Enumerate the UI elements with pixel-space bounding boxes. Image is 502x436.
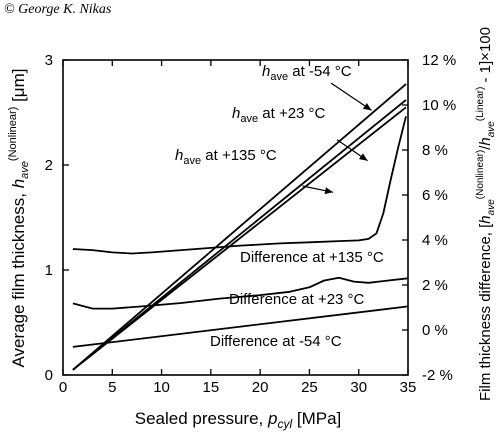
plot-frame (62, 59, 409, 376)
y-tick-label-right: 10 % (422, 97, 456, 114)
line-diff-plus135 (72, 116, 407, 255)
label-have-plus23: have at +23 °C (232, 105, 326, 125)
x-axis-label: Sealed pressure, pcyl [MPa] (135, 409, 342, 431)
y-tick-label-right: 2 % (422, 277, 448, 294)
annotation-arrow-head (362, 103, 372, 111)
line-have-plus135 (72, 106, 407, 371)
y-tick-label-right: 0 % (422, 322, 448, 339)
x-tick-label: 5 (108, 379, 116, 396)
y-tick-label-right: 8 % (422, 142, 448, 159)
annotation-arrow-head (324, 187, 334, 195)
line-have-minus54 (72, 83, 407, 371)
axes-group (62, 59, 409, 376)
y-tick-label-right: 4 % (422, 232, 448, 249)
label-have-minus54: have at -54 °C (262, 63, 352, 83)
y-axis-label-left: Average film thickness, have(Nonlinear) … (7, 69, 31, 368)
x-tick-label: 35 (400, 379, 417, 396)
x-tick-label: 25 (301, 379, 318, 396)
y-tick-label-left: 2 (45, 157, 53, 174)
series-group (72, 83, 409, 371)
annotations-group: have at -54 °C have at +23 °C have at +135… (175, 63, 384, 350)
y-tick-label-right: 12 % (422, 52, 456, 69)
y-tick-label-left: 3 (45, 52, 53, 69)
x-tick-label: 10 (153, 379, 170, 396)
x-tick-label: 15 (203, 379, 220, 396)
y-tick-label-right: -2 % (422, 367, 453, 384)
annotation-arrow-head (359, 153, 368, 161)
label-have-plus135: have at +135 °C (175, 147, 277, 167)
y-axis-label-right: Film thickness difference, [have(Nonline… (475, 27, 497, 401)
copyright-text: © George K. Nikas (4, 2, 112, 17)
label-diff-plus23: Difference at +23 °C (229, 291, 365, 308)
line-diff-plus23 (72, 276, 409, 310)
label-diff-minus54: Difference at -54 °C (210, 333, 342, 350)
y-tick-label-left: 0 (45, 367, 53, 384)
line-diff-minus54 (72, 305, 409, 348)
x-tick-label: 0 (59, 379, 67, 396)
x-tick-label: 20 (252, 379, 269, 396)
label-diff-plus135: Difference at +135 °C (240, 249, 384, 266)
ticks-group: 0 5 10 15 20 25 30 35 0 1 2 3 -2 % 0 % 2 % 4 % 6 % 8 % 10 … (45, 52, 457, 396)
annotation-arrow-line (330, 82, 372, 111)
y-tick-label-right: 6 % (422, 187, 448, 204)
x-tick-label: 30 (350, 379, 367, 396)
line-have-plus23 (72, 99, 407, 371)
y-tick-label-left: 1 (45, 262, 53, 279)
